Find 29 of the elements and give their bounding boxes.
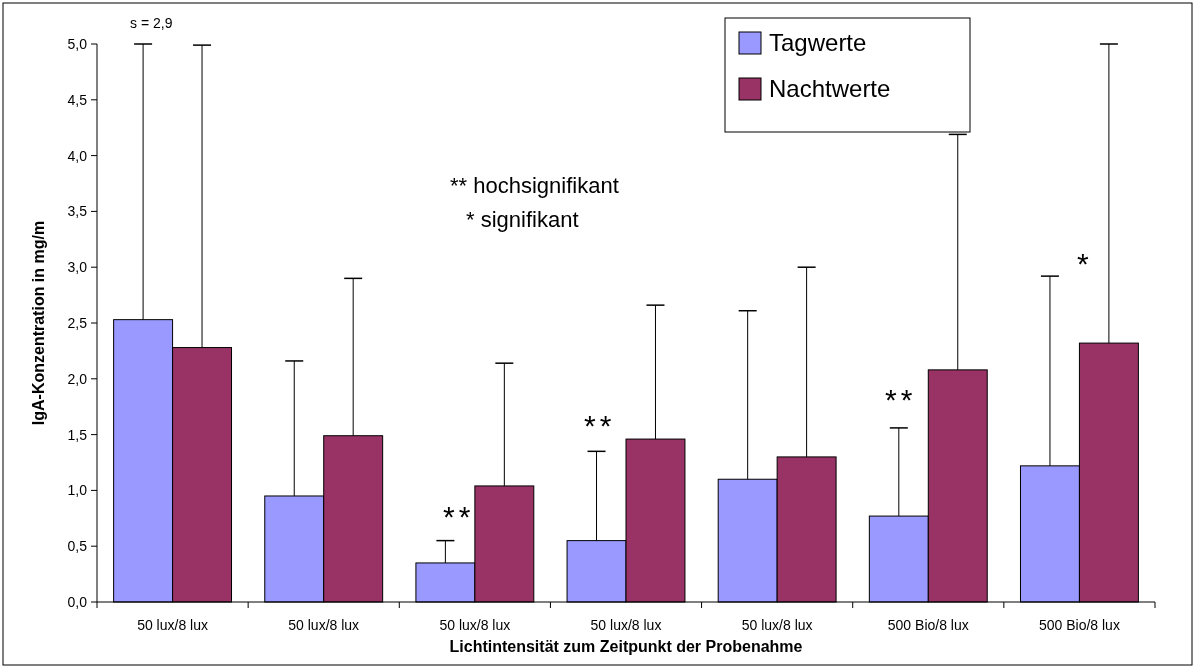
y-axis-title: IgA-Konzentration in mg/m	[30, 220, 47, 426]
y-tick-label: 0,0	[67, 593, 88, 610]
y-tick-label: 1,0	[67, 482, 88, 499]
legend-label: Tagwerte	[769, 29, 867, 57]
annotation: **	[584, 409, 616, 442]
legend-label: Nachtwerte	[769, 75, 891, 103]
annotation: **	[885, 383, 917, 416]
annotation: * signifikant	[466, 207, 579, 232]
x-tick-label: 500 Bio/8 lux	[1038, 617, 1120, 633]
annotation: *	[1077, 247, 1089, 280]
y-tick-label: 3,5	[67, 203, 88, 220]
y-tick-label: 5,0	[67, 35, 88, 52]
y-tick-label: 0,5	[67, 538, 88, 555]
y-tick-label: 1,5	[67, 426, 88, 443]
y-tick-label: 4,5	[67, 91, 88, 108]
y-tick-label: 4,0	[67, 147, 88, 164]
y-tick-label: 2,0	[67, 370, 88, 387]
y-tick-label: 2,5	[67, 314, 88, 331]
x-tick-label: 50 lux/8 lux	[137, 617, 208, 633]
annotation: **	[443, 500, 475, 533]
y-tick-label: 3,0	[67, 259, 88, 276]
x-tick-label: 50 lux/8 lux	[590, 617, 662, 633]
x-tick-label: 50 lux/8 lux	[439, 617, 511, 633]
annotation: ** hochsignifikant	[450, 173, 619, 198]
x-axis-title: Lichtintensität zum Zeitpunkt der Probenahme	[449, 638, 803, 655]
x-tick-label: 500 Bio/8 lux	[887, 617, 969, 633]
text: s = 2,9	[130, 15, 173, 32]
x-tick-label: 50 lux/8 lux	[741, 617, 813, 633]
x-tick-label: 50 lux/8 lux	[288, 617, 360, 633]
